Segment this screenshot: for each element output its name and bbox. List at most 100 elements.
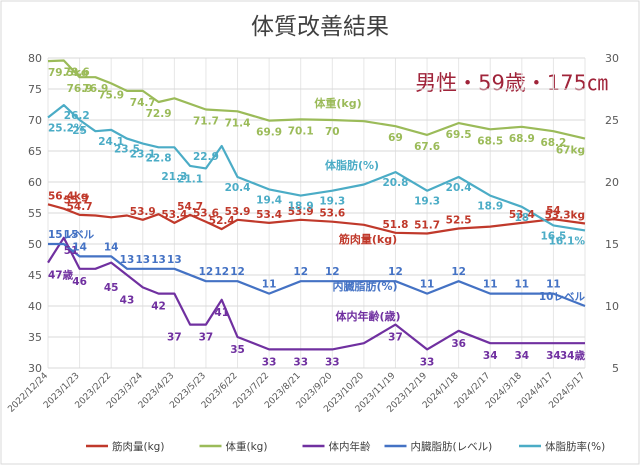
data-label: 69.5 [446, 129, 472, 141]
data-label: 72.9 [146, 108, 172, 120]
data-label: 43 [120, 294, 135, 306]
data-label: 26.2 [64, 110, 90, 122]
data-label: 53.4 [509, 209, 535, 221]
data-label: 41 [214, 307, 229, 319]
data-label: 11 [262, 279, 277, 291]
data-label: 22.9 [193, 151, 219, 163]
data-label: 11 [483, 279, 498, 291]
data-label: 34 [515, 350, 530, 362]
y-left-tick-label: 65 [28, 145, 42, 158]
series-inline-label: 筋肉量(kg) [338, 232, 397, 246]
data-label: 53.9 [225, 206, 251, 218]
data-label: 55.7 [64, 195, 90, 207]
data-label: 12 [451, 266, 466, 278]
data-label: 19.3 [414, 196, 440, 208]
legend-label: 体脂肪率(%) [545, 440, 605, 453]
data-label: 51 [64, 245, 79, 257]
data-label: 52.4 [209, 215, 235, 227]
y-left-tick-label: 45 [28, 269, 42, 282]
data-label: 33 [293, 356, 308, 368]
data-label: 11 [420, 279, 435, 291]
y-right-tick-label: 10 [605, 300, 619, 313]
data-label: 13 [120, 254, 135, 266]
data-label: 53.9 [288, 206, 314, 218]
data-label: 12 [230, 266, 245, 278]
data-label: 34歳 [560, 349, 586, 362]
data-label: 54.7 [177, 201, 203, 213]
data-label: 67kg [556, 145, 585, 157]
data-label: 18 [515, 212, 530, 224]
data-label: 45 [104, 282, 119, 294]
data-label: 12 [199, 266, 214, 278]
y-left-tick-label: 50 [28, 238, 42, 251]
y-left-tick-label: 60 [28, 176, 42, 189]
data-label: 10レベル [539, 291, 586, 303]
data-label: 33 [262, 356, 277, 368]
data-label: 79.6 [64, 66, 90, 78]
data-label: 68.9 [509, 133, 535, 145]
data-label: 34 [546, 350, 561, 362]
data-label: 53.4 [161, 209, 187, 221]
y-left-tick-label: 40 [28, 300, 42, 313]
data-label: 12 [325, 266, 340, 278]
data-label: 79.5kg [48, 67, 88, 79]
data-label: 37 [388, 332, 403, 344]
data-label: 36 [451, 338, 466, 350]
data-label: 69.9 [256, 127, 282, 139]
data-label: 19.4 [256, 194, 282, 206]
data-label: 54.7 [67, 201, 93, 213]
series-line [47, 59, 586, 140]
data-label: 70 [325, 126, 340, 138]
data-label: 68.5 [477, 135, 503, 147]
legend-label: 内臓脂肪(レベル) [411, 440, 493, 453]
data-label: 53.4 [256, 209, 282, 221]
y-right-tick-label: 15 [605, 238, 619, 251]
data-label: 15 [64, 229, 79, 241]
data-label: 16.1% [549, 235, 586, 247]
data-label: 12 [293, 266, 308, 278]
data-label: 16.5 [540, 230, 566, 242]
data-label: 12 [388, 266, 403, 278]
data-label: 11 [515, 279, 530, 291]
series-line [47, 203, 586, 235]
data-label: 23.1 [130, 149, 156, 161]
data-label: 51.7 [414, 219, 440, 231]
data-label: 24.1 [98, 136, 124, 148]
data-label: 42 [151, 301, 166, 313]
y-left-tick-label: 55 [28, 207, 42, 220]
data-label: 18.9 [288, 201, 314, 213]
data-label: 52.5 [446, 215, 472, 227]
y-right-tick-label: 30 [605, 52, 619, 65]
data-label: 75.9 [98, 89, 124, 101]
data-label: 53.9 [130, 206, 156, 218]
data-label: 68.2 [540, 137, 566, 149]
data-label: 54 [546, 205, 561, 217]
data-label: 13 [151, 254, 166, 266]
y-right-tick-label: 25 [605, 114, 619, 127]
data-label: 23.5 [114, 144, 140, 156]
y-left-tick-label: 30 [28, 362, 42, 375]
data-label: 20.4 [225, 182, 251, 194]
data-label: 33 [420, 356, 435, 368]
data-label: 33 [325, 356, 340, 368]
data-label: 37 [167, 332, 182, 344]
data-label: 25.2% [48, 123, 85, 135]
legend-label: 体重(kg) [226, 440, 268, 453]
data-label: 71.4 [225, 117, 251, 129]
y-left-tick-label: 70 [28, 114, 42, 127]
data-label: 14 [72, 241, 87, 253]
y-right-tick-label: 20 [605, 176, 619, 189]
y-left-tick-label: 35 [28, 331, 42, 344]
data-label: 18.9 [477, 201, 503, 213]
y-right-tick-label: 5 [612, 362, 619, 375]
data-label: 47歳 [48, 269, 74, 282]
data-label: 53.3kg [545, 210, 585, 222]
data-label: 70.1 [288, 125, 314, 137]
data-label: 53.6 [193, 208, 219, 220]
data-label: 74.7 [130, 97, 156, 109]
data-label: 14 [104, 241, 119, 253]
y-left-tick-label: 75 [28, 83, 42, 96]
